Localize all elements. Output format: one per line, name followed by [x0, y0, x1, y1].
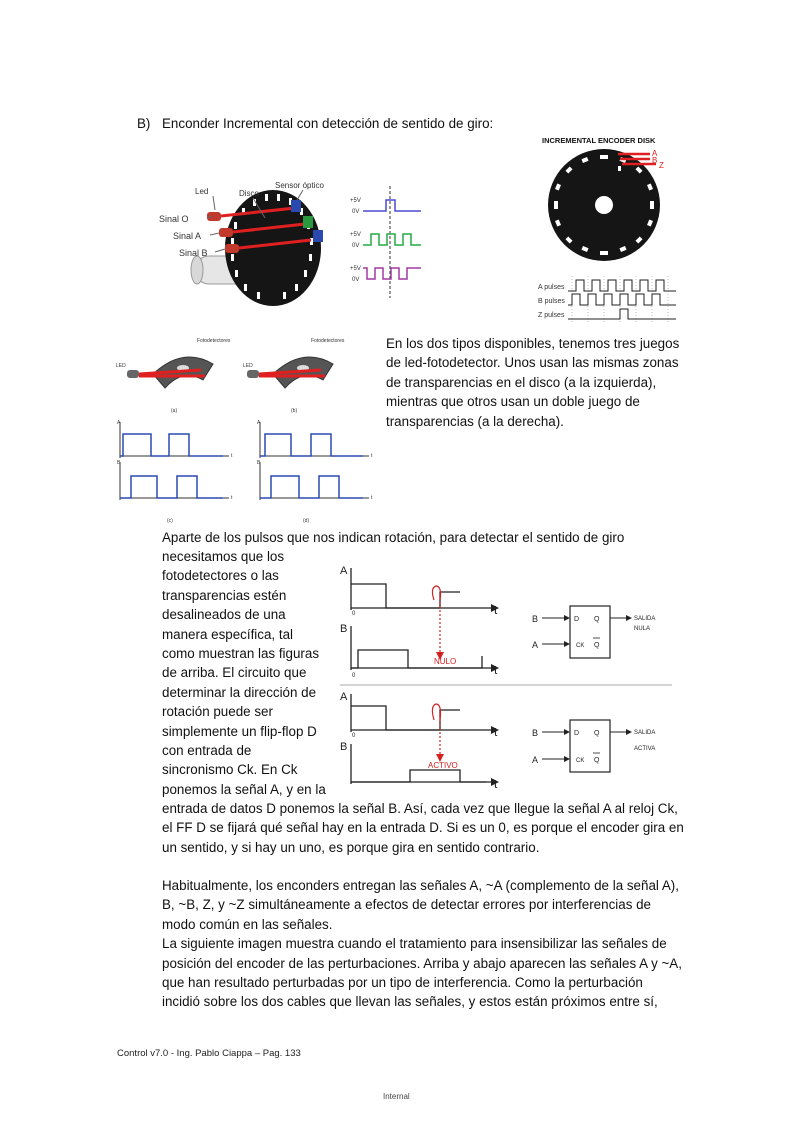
svg-text:0V: 0V: [352, 243, 359, 249]
svg-text:Fotodetectores: Fotodetectores: [197, 338, 231, 344]
svg-text:t: t: [371, 495, 373, 501]
section-title: Enconder Incremental con detección de se…: [162, 116, 494, 131]
svg-text:LED: LED: [243, 363, 253, 369]
svg-text:B: B: [257, 460, 261, 466]
paragraph-types: En los dos tipos disponibles, tenemos tr…: [386, 336, 680, 429]
svg-text:t: t: [494, 663, 498, 677]
svg-text:Q: Q: [594, 642, 600, 649]
svg-text:B: B: [117, 460, 121, 466]
svg-text:A: A: [532, 755, 538, 765]
svg-text:A: A: [532, 640, 538, 650]
svg-text:LED: LED: [116, 363, 126, 369]
encoder-disk-figure: INCREMENTAL ENCODER DISK A B Z A pulses …: [538, 136, 676, 322]
svg-text:Z: Z: [659, 161, 664, 170]
svg-text:+5V: +5V: [350, 198, 361, 204]
svg-text:t: t: [231, 495, 233, 501]
svg-text:0: 0: [352, 673, 356, 679]
svg-text:NULA: NULA: [634, 626, 650, 632]
label-sensor: Sensor óptico: [275, 181, 324, 190]
svg-text:SALIDA: SALIDA: [634, 730, 655, 736]
svg-text:Q: Q: [594, 730, 600, 737]
svg-text:0V: 0V: [352, 277, 359, 283]
pulse-label-z: Z pulses: [538, 312, 565, 319]
flipflop-figure: A t 0 NULO B t 0 A t 0 ACTIVO B t B A D …: [340, 565, 672, 791]
section-label: B): [137, 116, 151, 131]
label-sinal-a: Sinal A: [173, 231, 201, 241]
svg-text:D: D: [574, 730, 579, 737]
photodetectors-figure: Fotodetectores LED (a) Fotodetectores LE…: [116, 338, 373, 524]
svg-text:t: t: [494, 777, 498, 791]
svg-text:Q: Q: [594, 616, 600, 623]
svg-text:(c): (c): [167, 518, 173, 524]
svg-text:0V: 0V: [352, 209, 359, 215]
svg-text:CK: CK: [576, 643, 584, 649]
svg-text:B: B: [340, 623, 347, 635]
pulse-label-a: A pulses: [538, 284, 565, 291]
svg-text:A: A: [340, 691, 348, 703]
svg-text:A: A: [257, 420, 261, 426]
svg-text:Fotodetectores: Fotodetectores: [311, 338, 345, 344]
label-disco: Disco: [239, 189, 260, 198]
disk-title: INCREMENTAL ENCODER DISK: [542, 136, 656, 145]
svg-text:t: t: [371, 453, 373, 459]
label-led: Led: [195, 187, 208, 196]
paragraph-signals: Habitualmente, los enconders entregan la…: [162, 878, 682, 1010]
svg-text:A: A: [652, 149, 658, 158]
svg-text:ACTIVO: ACTIVO: [428, 761, 458, 770]
svg-text:t: t: [494, 603, 498, 617]
paragraph-direction-intro: Aparte de los pulsos que nos indican rot…: [162, 530, 625, 545]
svg-text:(b): (b): [291, 408, 297, 414]
label-sinal-b: Sinal B: [179, 248, 208, 258]
svg-text:Q: Q: [594, 757, 600, 764]
svg-text:(d): (d): [303, 518, 309, 524]
svg-text:NULO: NULO: [434, 657, 456, 666]
svg-text:B: B: [340, 741, 347, 753]
svg-text:CK: CK: [576, 758, 584, 764]
svg-text:+5V: +5V: [350, 266, 361, 272]
svg-text:(a): (a): [171, 408, 177, 414]
svg-text:D: D: [574, 616, 579, 623]
svg-text:ACTIVA: ACTIVA: [634, 746, 655, 752]
svg-text:SALIDA: SALIDA: [634, 616, 655, 622]
svg-text:B: B: [532, 614, 538, 624]
svg-text:t: t: [494, 725, 498, 739]
svg-text:0: 0: [352, 611, 356, 617]
paragraph-direction-rest: entrada de datos D ponemos la señal B. A…: [162, 801, 684, 855]
svg-text:t: t: [231, 453, 233, 459]
page-footer: Control v7.0 - Ing. Pablo Ciappa – Pag. …: [117, 1048, 301, 1059]
svg-text:A: A: [340, 565, 348, 577]
label-sinal-o: Sinal O: [159, 214, 189, 224]
svg-text:0: 0: [352, 733, 356, 739]
encoder-3d-figure: Led Disco Sensor óptico Sinal O Sinal A …: [159, 181, 421, 306]
paragraph-direction-left: necesitamos que los fotodetectores o las…: [162, 549, 326, 797]
svg-text:B: B: [652, 156, 657, 165]
svg-text:B: B: [532, 728, 538, 738]
pulse-label-b: B pulses: [538, 298, 565, 305]
svg-text:A: A: [117, 420, 121, 426]
svg-text:+5V: +5V: [350, 232, 361, 238]
classification-label: Internal: [383, 1092, 410, 1101]
